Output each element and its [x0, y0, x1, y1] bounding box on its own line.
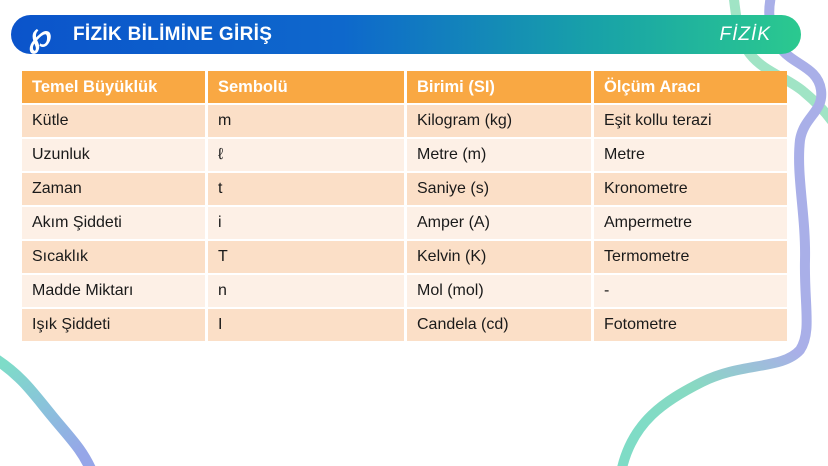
table-cell: ℓ — [208, 139, 407, 171]
table-cell: Metre (m) — [407, 139, 594, 171]
table-cell: Kilogram (kg) — [407, 105, 594, 137]
header-bar: ℘ FİZİK BİLİMİNE GİRİŞ FİZİK — [11, 15, 801, 54]
table-cell: n — [208, 275, 407, 307]
table-cell: Işık Şiddeti — [22, 309, 208, 341]
column-header-instrument: Ölçüm Aracı — [594, 71, 787, 103]
bottom-left-curve — [0, 355, 96, 466]
table-cell: - — [594, 275, 787, 307]
subject-badge: FİZİK — [719, 23, 771, 45]
table-cell: Metre — [594, 139, 787, 171]
table-cell: Candela (cd) — [407, 309, 594, 341]
purple-green-curve — [617, 0, 827, 466]
table-cell: Fotometre — [594, 309, 787, 341]
column-header-symbol: Sembolü — [208, 71, 407, 103]
table-cell: Mol (mol) — [407, 275, 594, 307]
table-cell: Termometre — [594, 241, 787, 273]
page-title: FİZİK BİLİMİNE GİRİŞ — [73, 23, 273, 45]
table-cell: Eşit kollu terazi — [594, 105, 787, 137]
publisher-logo-icon: ℘ — [28, 16, 52, 53]
column-header-unit: Birimi (SI) — [407, 71, 594, 103]
table-cell: Madde Miktarı — [22, 275, 208, 307]
table-cell: Kütle — [22, 105, 208, 137]
table-cell: t — [208, 173, 407, 205]
table-cell: I — [208, 309, 407, 341]
table-cell: Amper (A) — [407, 207, 594, 239]
table-cell: Uzunluk — [22, 139, 208, 171]
table-cell: Akım Şiddeti — [22, 207, 208, 239]
table-cell: Kelvin (K) — [407, 241, 594, 273]
table-cell: Zaman — [22, 173, 208, 205]
column-header-quantity: Temel Büyüklük — [22, 71, 208, 103]
table-cell: Ampermetre — [594, 207, 787, 239]
table-cell: i — [208, 207, 407, 239]
table-cell: Sıcaklık — [22, 241, 208, 273]
table-cell: Kronometre — [594, 173, 787, 205]
table-cell: m — [208, 105, 407, 137]
table-cell: Saniye (s) — [407, 173, 594, 205]
quantities-table: Temel Büyüklük Sembolü Birimi (SI) Ölçüm… — [22, 71, 787, 341]
table-cell: T — [208, 241, 407, 273]
